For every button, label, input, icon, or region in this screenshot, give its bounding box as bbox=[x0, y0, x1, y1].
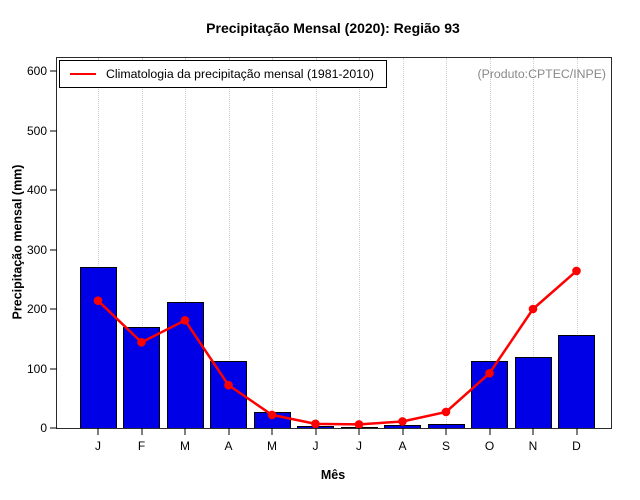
climatology-line-layer bbox=[93, 266, 581, 428]
y-tick-mark bbox=[50, 130, 57, 131]
y-axis-label: Precipitação mensal (mm) bbox=[10, 164, 25, 320]
y-tick-label: 400 bbox=[26, 183, 47, 197]
x-tick-label: J bbox=[356, 439, 362, 453]
climatology-point bbox=[528, 304, 538, 314]
x-tick-mark bbox=[489, 428, 490, 435]
month-gridline bbox=[98, 58, 99, 428]
climatology-point bbox=[485, 368, 494, 378]
x-tick-label: A bbox=[224, 439, 233, 453]
x-tick-mark bbox=[228, 428, 229, 435]
x-tick-label: F bbox=[137, 439, 146, 453]
month-gridline bbox=[446, 58, 447, 428]
x-tick-mark bbox=[271, 428, 273, 435]
climatology-point bbox=[354, 420, 364, 428]
month-gridline bbox=[576, 58, 578, 428]
source-note: (Produto:CPTEC/INPE) bbox=[477, 67, 606, 81]
y-tick-mark bbox=[50, 427, 57, 429]
climatology-point bbox=[224, 380, 233, 390]
month-gridline bbox=[402, 58, 404, 428]
climatology-line bbox=[97, 269, 578, 426]
climatology-point bbox=[93, 296, 103, 305]
y-tick-label: 0 bbox=[40, 421, 47, 435]
climatology-point bbox=[398, 417, 407, 426]
precipitation-bar-J-1 bbox=[79, 267, 117, 428]
month-gridline bbox=[533, 58, 534, 428]
climatology-point bbox=[180, 316, 190, 325]
legend-line-sample-icon bbox=[70, 73, 96, 75]
month-gridline bbox=[359, 58, 360, 428]
legend-label: Climatologia da precipitação mensal (198… bbox=[106, 67, 374, 81]
x-tick-label: O bbox=[484, 439, 495, 453]
y-tick-label: 200 bbox=[26, 302, 47, 316]
x-tick-mark bbox=[97, 428, 99, 435]
month-gridline bbox=[141, 58, 143, 428]
climatology-point bbox=[311, 419, 320, 428]
x-tick-mark bbox=[315, 428, 316, 435]
x-tick-label: M bbox=[180, 439, 190, 453]
climatology-point bbox=[267, 410, 277, 420]
month-gridline bbox=[315, 58, 317, 428]
precipitation-bar-D-12 bbox=[558, 335, 595, 428]
x-tick-label: N bbox=[528, 439, 538, 453]
x-tick-mark bbox=[141, 428, 142, 435]
month-gridline bbox=[185, 58, 186, 428]
x-tick-label: D bbox=[572, 439, 581, 453]
month-gridline bbox=[228, 58, 230, 428]
y-tick-mark bbox=[50, 368, 57, 369]
chart-title: Precipitação Mensal (2020): Região 93 bbox=[206, 20, 460, 36]
climatology-point bbox=[137, 338, 146, 347]
precipitation-bar-N-11 bbox=[514, 356, 552, 428]
y-tick-mark bbox=[50, 189, 57, 191]
climatology-point bbox=[441, 407, 451, 417]
x-tick-mark bbox=[184, 428, 186, 435]
y-tick-label: 100 bbox=[26, 361, 47, 376]
precipitation-bar-S-9 bbox=[427, 423, 465, 428]
x-tick-mark bbox=[532, 428, 534, 435]
x-tick-label: S bbox=[441, 439, 451, 453]
y-tick-mark bbox=[50, 308, 57, 310]
y-tick-mark bbox=[50, 70, 57, 72]
climatology-point bbox=[572, 266, 581, 276]
month-gridline bbox=[272, 58, 273, 428]
plot-area: J F M A M J J A S O N D 0 100 200 300 400 500 600 Climatol… bbox=[27, 57, 612, 453]
y-tick-label: 600 bbox=[26, 64, 47, 78]
y-axis-label-container: Precipitação mensal (mm) bbox=[8, 57, 26, 427]
x-tick-mark bbox=[402, 428, 403, 435]
y-tick-label: 300 bbox=[26, 242, 47, 257]
x-axis-label: Mês bbox=[320, 468, 346, 482]
x-tick-mark bbox=[358, 428, 360, 435]
x-tick-label: M bbox=[267, 439, 277, 453]
month-gridline bbox=[489, 58, 491, 428]
x-tick-mark bbox=[576, 428, 577, 435]
x-tick-label: J bbox=[312, 439, 319, 453]
y-tick-label: 500 bbox=[26, 123, 47, 138]
legend-box: Climatologia da precipitação mensal (198… bbox=[59, 60, 387, 88]
y-tick-mark bbox=[50, 249, 57, 250]
x-tick-label: J bbox=[95, 439, 101, 453]
x-tick-mark bbox=[445, 428, 447, 435]
x-tick-label: A bbox=[398, 439, 407, 453]
